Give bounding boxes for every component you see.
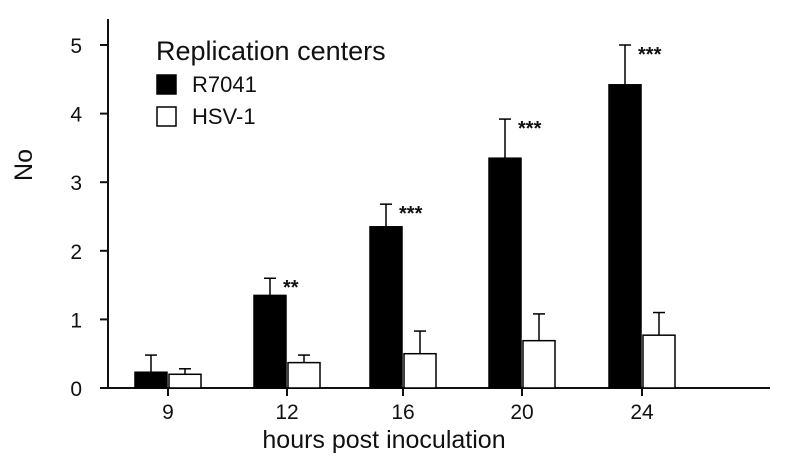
legend-label-r7041: R7041 xyxy=(192,72,257,97)
significance-label-20: *** xyxy=(518,118,542,140)
significance-label-24: *** xyxy=(638,44,662,66)
legend-title: Replication centers xyxy=(156,36,386,66)
bar-hsv-1-9 xyxy=(168,373,202,389)
y-tick-label-5: 5 xyxy=(70,35,82,58)
bars xyxy=(134,84,676,389)
x-tick-label-0: 9 xyxy=(162,401,174,424)
x-tick-label-4: 24 xyxy=(630,401,654,424)
y-axis-title: No xyxy=(10,149,38,181)
x-tick-label-3: 20 xyxy=(510,401,533,424)
x-tick-label-2: 16 xyxy=(391,401,414,424)
error-bars xyxy=(145,44,665,375)
significance-label-16: *** xyxy=(399,203,423,225)
legend-label-hsv-1: HSV-1 xyxy=(192,104,256,129)
bar-hsv-1-20 xyxy=(522,339,556,389)
y-tick-label-0: 0 xyxy=(70,378,82,401)
bar-r7041-20 xyxy=(488,157,522,389)
legend-swatch-r7041 xyxy=(156,74,177,95)
bar-r7041-9 xyxy=(134,371,168,389)
x-axis-title: hours post inoculation xyxy=(262,426,505,454)
significance-label-12: ** xyxy=(283,277,299,299)
x-tick-label-1: 12 xyxy=(275,401,298,424)
bar-r7041-16 xyxy=(369,226,403,389)
legend-swatch-hsv-1 xyxy=(156,106,177,127)
bar-hsv-1-16 xyxy=(403,352,437,389)
bar-hsv-1-24 xyxy=(642,334,676,389)
y-tick-label-1: 1 xyxy=(70,309,82,332)
y-tick-label-4: 4 xyxy=(70,104,82,127)
legend: Replication centers R7041 HSV-1 xyxy=(156,36,386,129)
bar-hsv-1-12 xyxy=(287,361,321,389)
bar-r7041-12 xyxy=(253,294,287,389)
y-tick-label-3: 3 xyxy=(70,172,82,195)
bar-r7041-24 xyxy=(608,84,642,389)
labels: *********** xyxy=(283,44,662,299)
y-tick-label-2: 2 xyxy=(70,241,82,264)
